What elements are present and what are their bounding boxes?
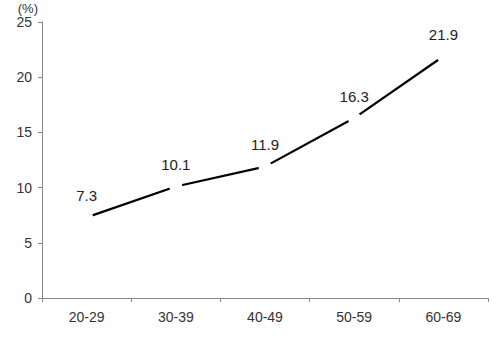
svg-text:15: 15 xyxy=(16,124,32,140)
svg-text:20: 20 xyxy=(16,69,32,85)
svg-text:11.9: 11.9 xyxy=(251,136,279,153)
svg-text:7.3: 7.3 xyxy=(76,187,97,204)
svg-text:10.1: 10.1 xyxy=(161,156,190,173)
svg-text:30-39: 30-39 xyxy=(158,309,194,325)
svg-text:20-29: 20-29 xyxy=(69,309,105,325)
svg-text:50-59: 50-59 xyxy=(336,309,372,325)
svg-text:10: 10 xyxy=(16,180,32,196)
svg-text:40-49: 40-49 xyxy=(247,309,283,325)
svg-text:60-69: 60-69 xyxy=(425,309,461,325)
svg-text:0: 0 xyxy=(24,290,32,306)
svg-text:16.3: 16.3 xyxy=(340,88,369,105)
svg-text:21.9: 21.9 xyxy=(429,26,458,43)
svg-text:25: 25 xyxy=(16,14,32,30)
svg-text:5: 5 xyxy=(24,235,32,251)
